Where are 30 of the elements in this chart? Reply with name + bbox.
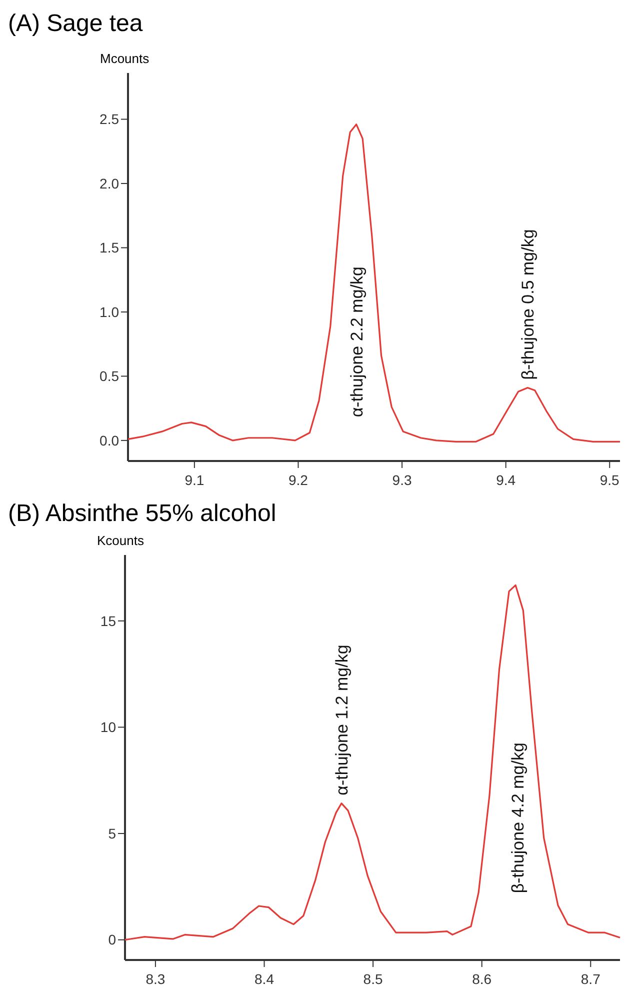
x-tick-label: 8.4 xyxy=(254,971,274,987)
x-tick-label: 9.2 xyxy=(288,472,308,488)
x-tick-label: 9.1 xyxy=(184,472,204,488)
y-tick-label: 5 xyxy=(108,825,116,842)
annotation: β-thujone 0.5 mg/kg xyxy=(518,229,538,380)
chart-title: (B) Absinthe 55% alcohol xyxy=(8,499,278,529)
y-tick-label: 1.0 xyxy=(100,304,120,320)
x-tick-label: 9.4 xyxy=(496,472,516,488)
y-tick-label: 2.0 xyxy=(100,175,120,192)
y-axis-title: Kcounts xyxy=(97,533,144,548)
y-tick-label: 1.5 xyxy=(100,240,120,256)
x-tick-label: 8.6 xyxy=(472,971,492,987)
y-axis-title: Mcounts xyxy=(100,51,150,66)
y-tick-label: 0.0 xyxy=(100,432,120,448)
y-tick-label: 0.5 xyxy=(100,368,120,384)
y-tick-label: 15 xyxy=(100,612,116,629)
x-tick-label: 8.3 xyxy=(146,971,166,987)
x-tick-label: 9.3 xyxy=(392,472,412,488)
x-tick-label: 8.7 xyxy=(580,971,601,987)
y-tick-label: 0 xyxy=(108,932,116,948)
line-series xyxy=(127,124,621,443)
y-tick-label: 2.5 xyxy=(100,111,120,128)
x-tick-label: 8.5 xyxy=(363,971,383,987)
chart-title: (A) Sage tea xyxy=(8,9,144,39)
annotation: β-thujone 4.2 mg/kg xyxy=(508,742,528,894)
annotation: α-thujone 2.2 mg/kg xyxy=(347,266,366,418)
annotation: α-thujone 1.2 mg/kg xyxy=(332,644,352,796)
y-tick-label: 10 xyxy=(100,719,116,736)
x-tick-label: 9.5 xyxy=(600,472,620,488)
line-series xyxy=(124,584,621,941)
